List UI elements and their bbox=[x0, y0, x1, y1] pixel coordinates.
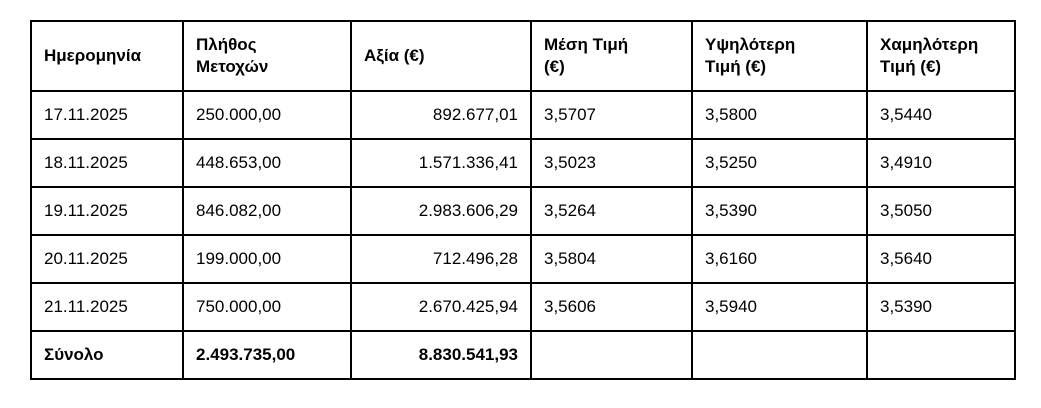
cell-lowest-price: 3,5050 bbox=[866, 186, 1016, 236]
cell-date: 18.11.2025 bbox=[30, 138, 184, 188]
table-header-row: Ημερομηνία Πλήθος Μετοχών Αξία (€) Μέση … bbox=[30, 20, 1016, 92]
cell-lowest-price: 3,5640 bbox=[866, 234, 1016, 284]
column-header-date: Ημερομηνία bbox=[30, 20, 184, 92]
column-header-quantity: Πλήθος Μετοχών bbox=[182, 20, 352, 92]
cell-average-price: 3,5804 bbox=[530, 234, 693, 284]
cell-highest-price: 3,5250 bbox=[691, 138, 868, 188]
cell-average-price: 3,5606 bbox=[530, 282, 693, 332]
cell-quantity: 448.653,00 bbox=[182, 138, 352, 188]
cell-highest-price: 3,6160 bbox=[691, 234, 868, 284]
cell-total-quantity: 2.493.735,00 bbox=[182, 330, 352, 380]
cell-highest-price: 3,5800 bbox=[691, 90, 868, 140]
table-container: Ημερομηνία Πλήθος Μετοχών Αξία (€) Μέση … bbox=[30, 20, 1016, 380]
cell-value: 2.983.606,29 bbox=[350, 186, 532, 236]
table-body: 17.11.2025 250.000,00 892.677,01 3,5707 … bbox=[30, 90, 1016, 380]
table-row: 18.11.2025 448.653,00 1.571.336,41 3,502… bbox=[30, 138, 1016, 188]
cell-date: 19.11.2025 bbox=[30, 186, 184, 236]
table-row: 20.11.2025 199.000,00 712.496,28 3,5804 … bbox=[30, 234, 1016, 284]
column-header-highest-price: Υψηλότερη Τιμή (€) bbox=[691, 20, 868, 92]
cell-date: 20.11.2025 bbox=[30, 234, 184, 284]
table-row: 17.11.2025 250.000,00 892.677,01 3,5707 … bbox=[30, 90, 1016, 140]
cell-value: 712.496,28 bbox=[350, 234, 532, 284]
cell-lowest-price: 3,5390 bbox=[866, 282, 1016, 332]
column-header-lowest-price: Χαμηλότερη Τιμή (€) bbox=[866, 20, 1016, 92]
cell-total-highest-price bbox=[691, 330, 868, 380]
table-header: Ημερομηνία Πλήθος Μετοχών Αξία (€) Μέση … bbox=[30, 20, 1016, 92]
cell-quantity: 199.000,00 bbox=[182, 234, 352, 284]
cell-total-value: 8.830.541,93 bbox=[350, 330, 532, 380]
cell-total-label: Σύνολο bbox=[30, 330, 184, 380]
cell-highest-price: 3,5390 bbox=[691, 186, 868, 236]
cell-quantity: 250.000,00 bbox=[182, 90, 352, 140]
column-header-value: Αξία (€) bbox=[350, 20, 532, 92]
cell-quantity: 750.000,00 bbox=[182, 282, 352, 332]
cell-average-price: 3,5264 bbox=[530, 186, 693, 236]
table-total-row: Σύνολο 2.493.735,00 8.830.541,93 bbox=[30, 330, 1016, 380]
cell-lowest-price: 3,4910 bbox=[866, 138, 1016, 188]
cell-average-price: 3,5707 bbox=[530, 90, 693, 140]
cell-total-lowest-price bbox=[866, 330, 1016, 380]
cell-average-price: 3,5023 bbox=[530, 138, 693, 188]
cell-value: 892.677,01 bbox=[350, 90, 532, 140]
cell-date: 17.11.2025 bbox=[30, 90, 184, 140]
cell-total-average-price bbox=[530, 330, 693, 380]
cell-value: 1.571.336,41 bbox=[350, 138, 532, 188]
share-transactions-table: Ημερομηνία Πλήθος Μετοχών Αξία (€) Μέση … bbox=[30, 20, 1016, 380]
cell-value: 2.670.425,94 bbox=[350, 282, 532, 332]
table-row: 19.11.2025 846.082,00 2.983.606,29 3,526… bbox=[30, 186, 1016, 236]
cell-highest-price: 3,5940 bbox=[691, 282, 868, 332]
table-row: 21.11.2025 750.000,00 2.670.425,94 3,560… bbox=[30, 282, 1016, 332]
cell-quantity: 846.082,00 bbox=[182, 186, 352, 236]
cell-date: 21.11.2025 bbox=[30, 282, 184, 332]
column-header-average-price: Μέση Τιμή (€) bbox=[530, 20, 693, 92]
cell-lowest-price: 3,5440 bbox=[866, 90, 1016, 140]
